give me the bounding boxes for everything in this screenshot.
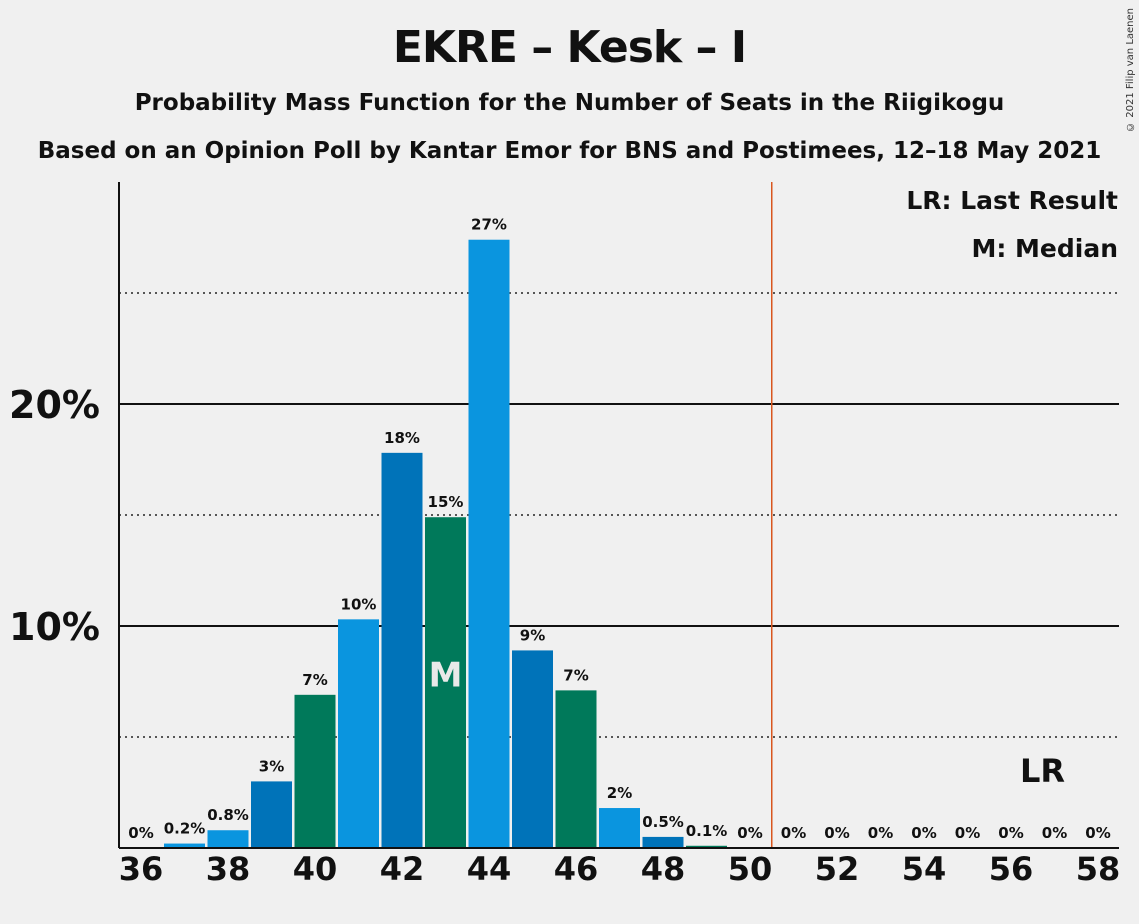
x-tick-label: 38	[206, 850, 251, 888]
bar-value-label: 9%	[520, 626, 545, 644]
bar	[207, 830, 249, 848]
bar	[512, 650, 553, 848]
bar	[555, 690, 597, 848]
x-tick-label: 46	[554, 850, 599, 888]
x-tick-label: 54	[902, 850, 947, 888]
bar-value-label: 15%	[428, 493, 464, 511]
bar-value-label: 0.8%	[207, 806, 249, 824]
y-tick-label: 20%	[9, 383, 100, 427]
bar-value-label: 2%	[607, 784, 632, 802]
bar-value-label: 27%	[471, 216, 507, 234]
bar-value-label: 0%	[998, 824, 1023, 842]
legend-median: M: Median	[971, 234, 1118, 263]
chart-subtitle: Probability Mass Function for the Number…	[134, 90, 1005, 116]
x-tick-label: 58	[1076, 850, 1121, 888]
bar	[468, 239, 510, 849]
bar-value-label: 0%	[1085, 824, 1110, 842]
bar	[642, 836, 684, 848]
bar	[599, 808, 640, 848]
bar-value-label: 0%	[911, 824, 936, 842]
bar-value-label: 0%	[128, 824, 153, 842]
bar-value-label: 0.1%	[686, 822, 728, 840]
bar-value-label: 0%	[737, 824, 762, 842]
chart-title: EKRE – Kesk – I	[392, 22, 747, 73]
bar-value-label: 0%	[955, 824, 980, 842]
bar-value-label: 7%	[302, 671, 327, 689]
chart-source-line: Based on an Opinion Poll by Kantar Emor …	[37, 138, 1102, 164]
x-tick-label: 36	[119, 850, 164, 888]
legend-last-result: LR: Last Result	[906, 186, 1118, 215]
bar-value-label: 0%	[868, 824, 893, 842]
y-tick-label: 10%	[9, 605, 100, 649]
x-tick-label: 50	[728, 850, 773, 888]
bar	[338, 619, 379, 848]
x-tick-label: 40	[293, 850, 338, 888]
bar-value-label: 0%	[781, 824, 806, 842]
bar-value-label: 7%	[563, 666, 588, 684]
x-tick-label: 48	[641, 850, 686, 888]
median-marker: M	[429, 656, 463, 696]
bar-value-label: 18%	[384, 429, 420, 447]
x-tick-label: 42	[380, 850, 425, 888]
bar-value-label: 0.2%	[164, 820, 206, 838]
bar-value-label: 10%	[341, 595, 377, 613]
bar-value-label: 0%	[824, 824, 849, 842]
x-tick-label: 52	[815, 850, 860, 888]
x-tick-label: 44	[467, 850, 512, 888]
bar-value-label: 0.5%	[642, 813, 684, 831]
bar	[425, 517, 466, 848]
bar-value-label: 0%	[1042, 824, 1067, 842]
bar	[381, 452, 423, 848]
bar	[251, 781, 292, 848]
bar-value-label: 3%	[259, 757, 284, 775]
bar	[294, 694, 336, 848]
bar	[686, 845, 727, 848]
x-tick-label: 56	[989, 850, 1034, 888]
bar	[164, 843, 205, 848]
last-result-marker: LR	[1020, 752, 1065, 790]
